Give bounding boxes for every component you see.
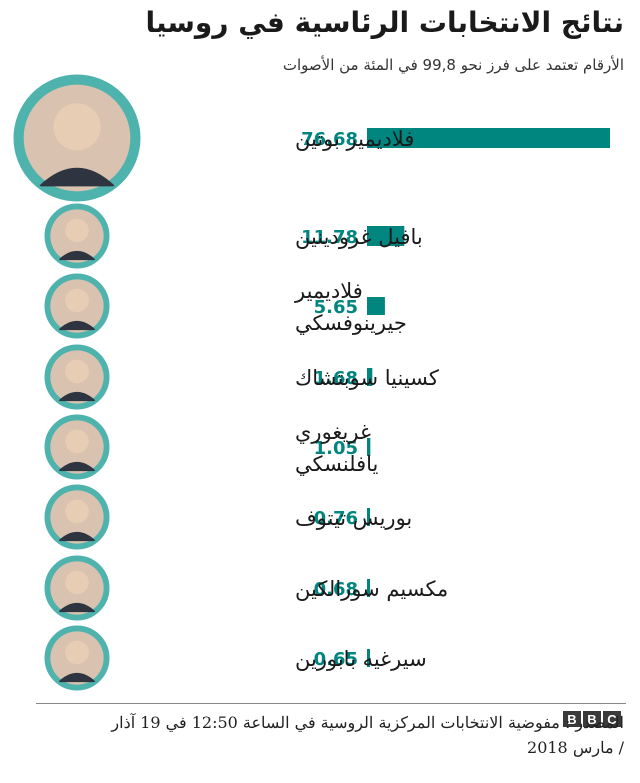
value-label: 76.68	[301, 129, 358, 150]
result-bar	[367, 128, 610, 148]
value-label: 5.65	[314, 297, 358, 318]
result-bar	[367, 368, 373, 386]
candidate-avatar	[44, 625, 110, 691]
candidate-name: غريغوري	[295, 420, 371, 444]
candidate-name: يافلنسكي	[295, 452, 379, 476]
candidate-name: جيرينوفسكي	[295, 311, 407, 335]
result-bar	[367, 226, 405, 246]
candidate-name: بوريس تيتوف	[295, 506, 412, 530]
candidate-avatar	[44, 344, 110, 410]
candidate-avatar	[44, 555, 110, 621]
value-label: 0.68	[314, 579, 358, 600]
candidate-avatar	[44, 273, 110, 339]
bbc-logo: B B C	[563, 711, 621, 727]
candidate-avatar	[44, 484, 110, 550]
candidate-name: فلاديمير بوتين	[295, 127, 414, 151]
result-bar	[367, 579, 370, 597]
source-note: المصدر : مفوضية الانتخابات المركزية الرو…	[111, 713, 624, 757]
footer-divider	[36, 703, 626, 704]
chart-subtitle: الأرقام تعتمد على فرز نحو 99,8 في المئة …	[282, 56, 624, 74]
candidate-name: بافيل غرودينين	[295, 225, 423, 249]
result-bar	[367, 297, 385, 315]
value-label: 1.68	[314, 368, 358, 389]
candidate-name: كسينيا سوبتشاك	[295, 366, 439, 390]
candidate-avatar	[44, 203, 110, 269]
result-bar	[367, 508, 370, 526]
candidate-avatar	[13, 74, 141, 202]
value-label: 11.78	[301, 227, 358, 248]
value-label: 0.65	[314, 649, 358, 670]
bbc-logo-letter: C	[603, 711, 621, 727]
chart-title: نتائج الانتخابات الرئاسية في روسيا	[145, 6, 624, 39]
value-label: 1.05	[314, 438, 358, 459]
candidate-name: فلاديمير	[294, 279, 363, 303]
candidate-avatar	[44, 414, 110, 480]
result-bar	[367, 438, 371, 456]
bbc-logo-letter: B	[583, 711, 601, 727]
candidate-name: مكسيم سورالكين	[295, 577, 448, 602]
value-label: 0.76	[314, 508, 358, 529]
bbc-logo-letter: B	[563, 711, 581, 727]
result-bar	[367, 649, 370, 667]
candidate-name: سيرغيه بابورين	[295, 647, 427, 671]
